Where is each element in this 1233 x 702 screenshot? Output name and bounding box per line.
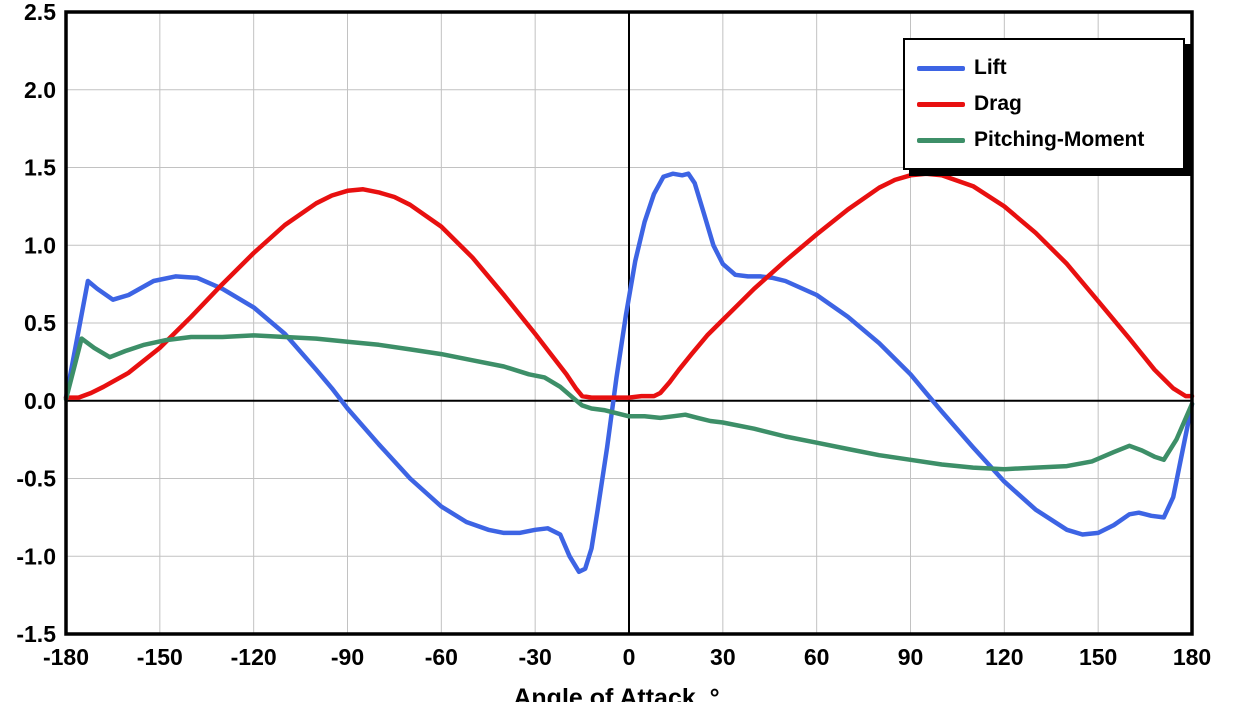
series-line-drag	[63, 171, 1195, 400]
series-line-pitching-moment	[63, 333, 1195, 472]
legend-label-pitching-moment: Pitching-Moment	[974, 128, 1145, 151]
plot-border	[64, 10, 1194, 636]
x-tick-label: 90	[898, 644, 924, 670]
pitching-moment-line-swatch	[917, 137, 965, 143]
x-tick-label: 180	[1173, 644, 1211, 670]
x-tick-label: -30	[519, 644, 552, 670]
x-axis-label: Angle of Attack, °	[513, 684, 720, 702]
x-tick-label: 0	[623, 644, 636, 670]
y-tick-label: 0.0	[24, 388, 56, 414]
series-line-lift	[63, 171, 1195, 575]
x-tick-label: -90	[331, 644, 364, 670]
x-tick-label: -120	[231, 644, 277, 670]
y-tick-label: 2.5	[24, 0, 56, 25]
x-tick-label: -60	[425, 644, 458, 670]
y-tick-label: -1.0	[16, 543, 56, 569]
legend-item-drag: Drag	[917, 86, 1171, 122]
legend-item-lift: Lift	[917, 50, 1171, 86]
x-tick-label: 120	[985, 644, 1023, 670]
lift-line-swatch	[917, 65, 965, 71]
y-tick-label: -1.5	[16, 621, 56, 647]
legend-label-drag: Drag	[974, 92, 1022, 115]
legend-label-lift: Lift	[974, 56, 1007, 79]
y-tick-label: 1.0	[24, 232, 56, 258]
x-tick-label: -180	[43, 644, 89, 670]
y-tick-label: -0.5	[16, 466, 56, 492]
y-tick-label: 2.0	[24, 77, 56, 103]
x-tick-label: 150	[1079, 644, 1117, 670]
drag-line-swatch	[917, 101, 965, 107]
legend-item-pitching-moment: Pitching-Moment	[917, 122, 1171, 158]
y-tick-label: 1.5	[24, 155, 56, 181]
x-tick-label: 30	[710, 644, 736, 670]
legend: Lift Drag Pitching-Moment	[903, 38, 1185, 170]
x-tick-label: -150	[137, 644, 183, 670]
x-tick-label: 60	[804, 644, 830, 670]
y-tick-label: 0.5	[24, 310, 56, 336]
